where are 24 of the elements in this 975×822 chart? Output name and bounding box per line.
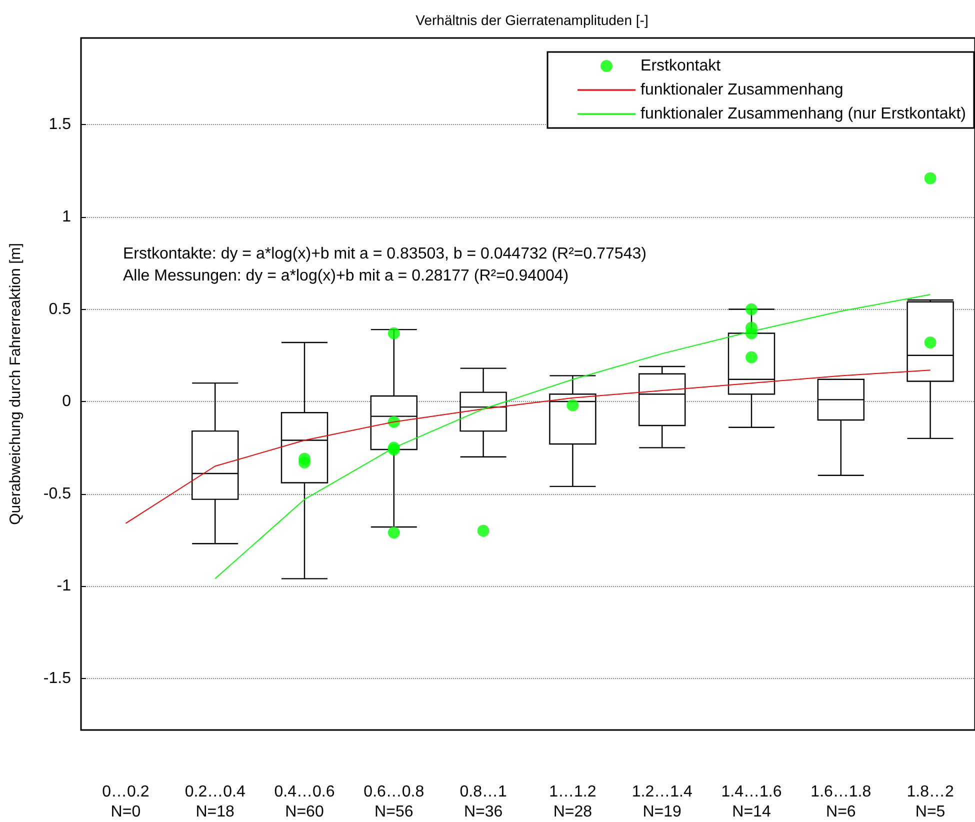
x-tick-label: 0.6…0.8 N=56 (364, 784, 424, 820)
x-tick-label: 0.8…1 N=36 (460, 784, 507, 820)
legend-label: funktionaler Zusammenhang (640, 82, 844, 98)
x-tick-label: 0.2…0.4 N=18 (184, 784, 246, 820)
x-tick-label: 1.8…2 N=5 (906, 784, 954, 820)
legend-label: Erstkontakt (640, 58, 722, 74)
x-tick-label: 1…1.2 N=28 (549, 784, 596, 820)
y-tick-label: 0.5 (48, 300, 72, 318)
x-tick-label: 1.6…1.8 N=6 (810, 784, 872, 820)
y-tick-label: -0.5 (43, 485, 72, 502)
x-tick-label: 0…0.2 N=0 (102, 784, 150, 820)
y-tick-label: -1.5 (43, 670, 72, 687)
y-tick-label: 1.5 (48, 116, 72, 134)
chart-title: Verhältnis der Gierratenamplituden [-] (416, 12, 648, 28)
x-tick-label: 0.4…0.6 N=60 (274, 784, 335, 820)
y-tick-label: -1 (56, 578, 72, 595)
legend-label: funktionaler Zusammenhang (nur Erstkontakt) (640, 106, 966, 122)
y-axis-title: Querabweichung durch Fahrerreaktion [m] (7, 243, 24, 525)
y-tick-label: 1 (62, 208, 72, 226)
x-tick-label: 1.2…1.4 N=19 (632, 784, 692, 820)
x-tick-label: 1.4…1.6 N=14 (721, 784, 782, 820)
y-tick-label: 0 (62, 393, 72, 410)
annotation: Alle Messungen: dy = a*log(x)+b mit a = 0.28177 (R²=0.94004) (123, 268, 569, 284)
annotation: Erstkontakte: dy = a*log(x)+b mit a = 0.83503, b = 0.044732 (R²=0.77543) (123, 246, 646, 262)
